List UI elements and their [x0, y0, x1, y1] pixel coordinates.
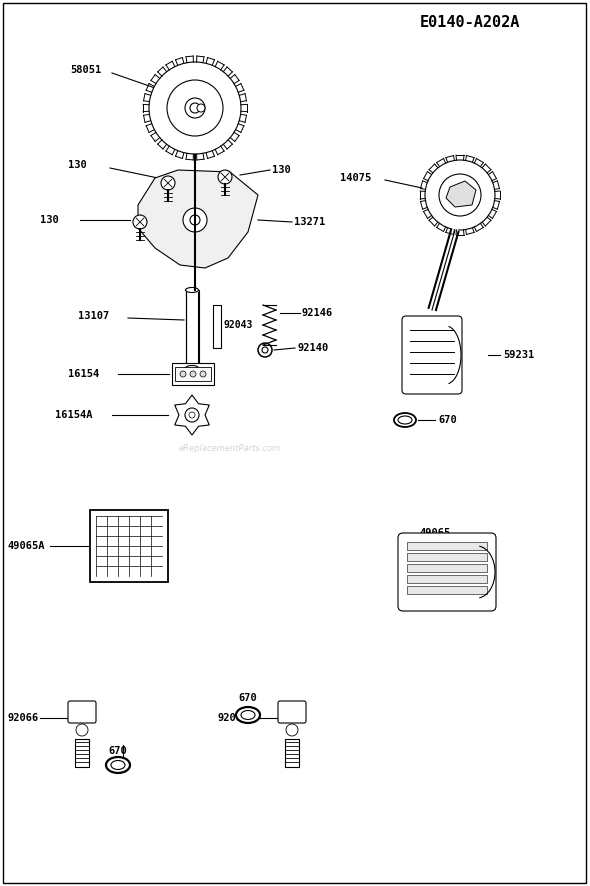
- Text: 130: 130: [68, 160, 87, 170]
- Circle shape: [200, 371, 206, 377]
- Circle shape: [183, 208, 207, 232]
- FancyBboxPatch shape: [398, 533, 496, 611]
- Text: 92140: 92140: [297, 343, 328, 353]
- Bar: [407, 564, 487, 572]
- Bar: [90, 510, 168, 582]
- Ellipse shape: [185, 366, 198, 370]
- Circle shape: [133, 215, 147, 229]
- Bar: [407, 542, 487, 550]
- Text: 92066: 92066: [8, 713, 40, 723]
- Polygon shape: [175, 395, 209, 435]
- Circle shape: [185, 98, 205, 118]
- Circle shape: [197, 104, 205, 112]
- Bar: [407, 586, 487, 594]
- Circle shape: [180, 371, 186, 377]
- Bar: [186, 290, 199, 368]
- Ellipse shape: [398, 416, 412, 424]
- Circle shape: [286, 724, 298, 736]
- Text: 13271: 13271: [294, 217, 325, 227]
- Text: 16154A: 16154A: [55, 410, 93, 420]
- Circle shape: [262, 347, 268, 353]
- Circle shape: [189, 412, 195, 418]
- Bar: [75, 739, 89, 767]
- Circle shape: [76, 724, 88, 736]
- Ellipse shape: [236, 707, 260, 723]
- Text: 670: 670: [238, 693, 257, 703]
- Text: E0140-A202A: E0140-A202A: [420, 14, 520, 29]
- Ellipse shape: [241, 711, 255, 719]
- Text: 130: 130: [40, 215, 59, 225]
- Text: 58051: 58051: [70, 65, 101, 75]
- Bar: [175, 367, 211, 381]
- Ellipse shape: [185, 287, 198, 292]
- Circle shape: [258, 343, 272, 357]
- Text: 92066: 92066: [218, 713, 249, 723]
- Ellipse shape: [111, 760, 125, 770]
- Text: 670: 670: [438, 415, 457, 425]
- Text: 49065A: 49065A: [8, 541, 45, 551]
- Circle shape: [425, 160, 495, 230]
- Circle shape: [439, 174, 481, 216]
- Circle shape: [190, 371, 196, 377]
- Text: 16154: 16154: [68, 369, 99, 379]
- Circle shape: [161, 176, 175, 190]
- Text: 13107: 13107: [78, 311, 109, 321]
- FancyBboxPatch shape: [278, 701, 306, 723]
- Bar: [407, 575, 487, 583]
- Circle shape: [190, 103, 200, 113]
- Bar: [407, 553, 487, 561]
- Circle shape: [218, 170, 232, 184]
- Text: 130: 130: [272, 165, 291, 175]
- Text: 670: 670: [108, 746, 127, 756]
- Bar: [172, 363, 214, 385]
- Circle shape: [185, 408, 199, 422]
- Circle shape: [190, 215, 200, 225]
- Circle shape: [167, 80, 223, 136]
- Polygon shape: [446, 181, 476, 207]
- Bar: [213, 305, 221, 348]
- FancyBboxPatch shape: [68, 701, 96, 723]
- Polygon shape: [138, 170, 258, 268]
- Ellipse shape: [394, 413, 416, 427]
- Text: 92043: 92043: [223, 320, 253, 330]
- Text: eReplacementParts.com: eReplacementParts.com: [179, 444, 281, 453]
- Bar: [285, 739, 299, 767]
- Text: 92146: 92146: [302, 308, 333, 318]
- Text: 59231: 59231: [503, 350, 535, 360]
- Ellipse shape: [106, 757, 130, 773]
- Text: 49065: 49065: [420, 528, 451, 538]
- FancyBboxPatch shape: [402, 316, 462, 394]
- Text: 14075: 14075: [340, 173, 371, 183]
- Circle shape: [149, 62, 241, 154]
